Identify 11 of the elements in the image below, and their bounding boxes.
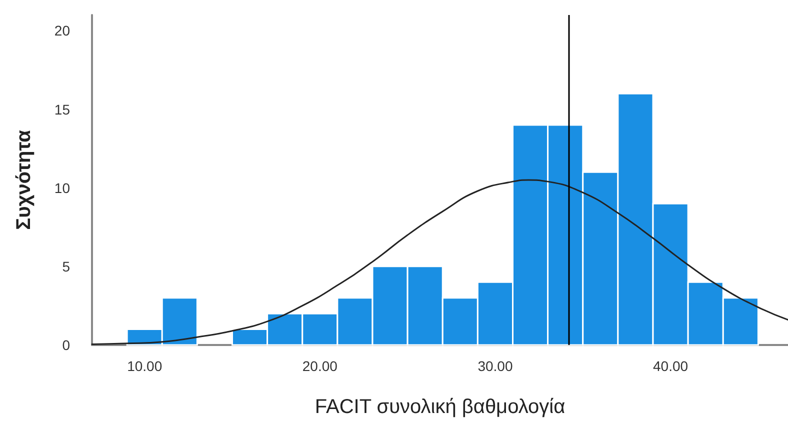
y-tick-label: 5 [62,258,70,274]
x-tick-label: 30.00 [478,358,513,374]
y-axis-title: Συχνότητα [13,129,35,230]
x-tick-label: 40.00 [653,358,688,374]
x-axis-title: FACIT συνολική βαθμολογία [314,396,566,418]
y-tick-label: 20 [54,22,70,39]
x-tick-label: 10.00 [127,358,162,374]
y-tick-label: 0 [62,337,70,353]
y-tick-label: 10 [54,180,70,196]
y-tick-label: 15 [54,101,70,118]
x-tick-label: 20.00 [302,358,338,374]
